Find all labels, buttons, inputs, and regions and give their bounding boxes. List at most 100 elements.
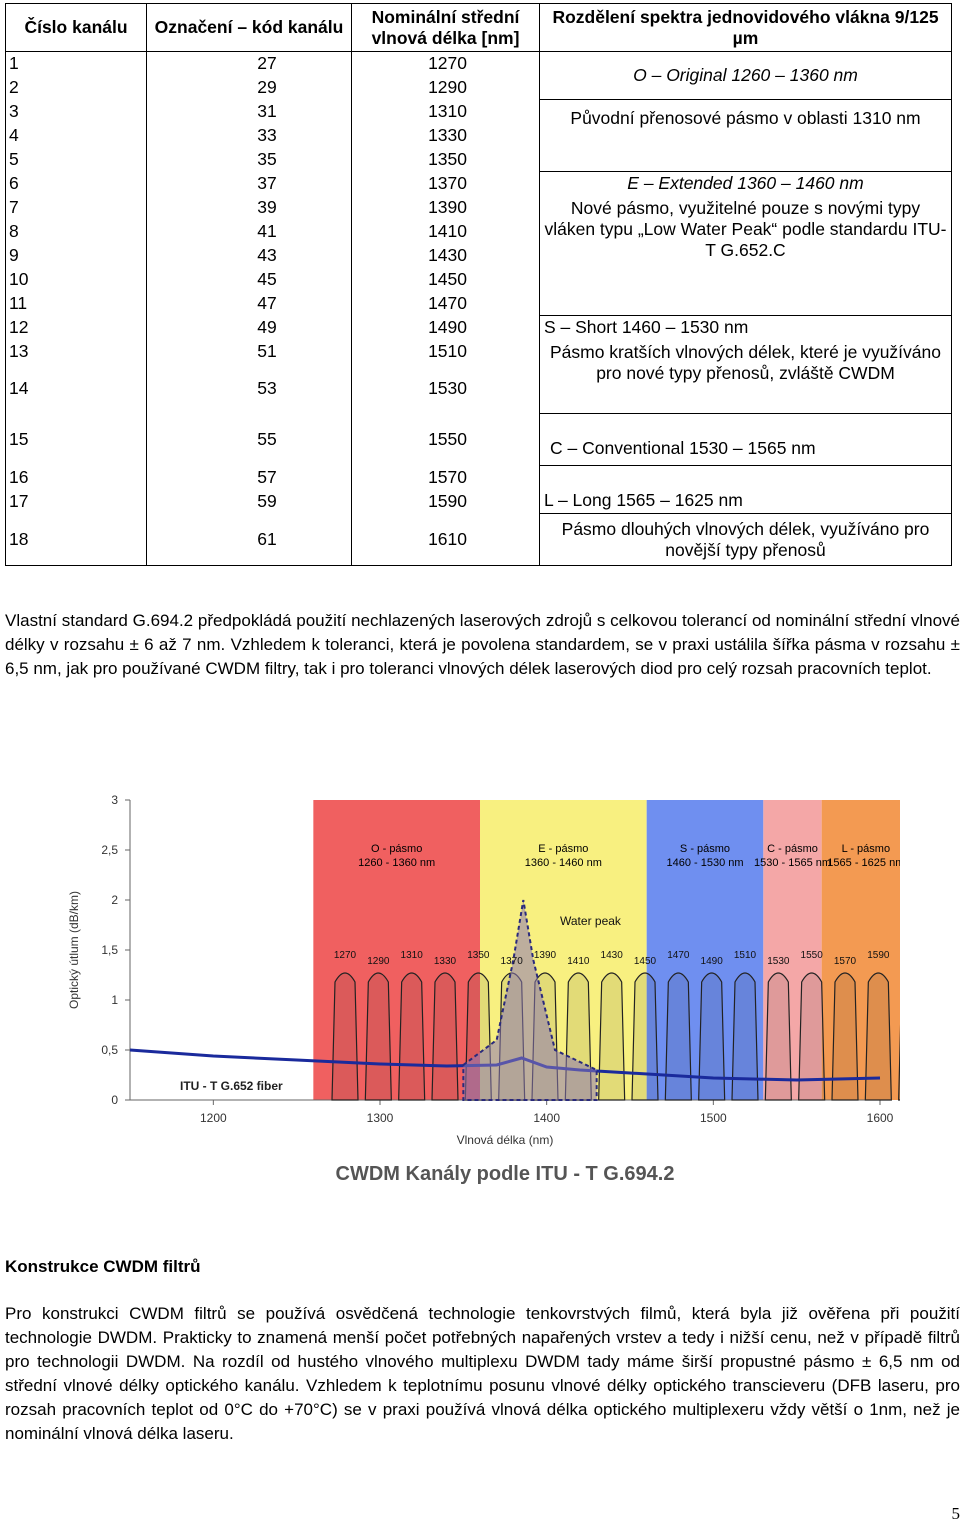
channel-peak: [598, 972, 626, 1101]
channel-label: 1470: [667, 950, 690, 961]
channel-label: 1350: [467, 950, 490, 961]
channel-label: 1510: [734, 950, 757, 961]
code-cell: 27: [146, 51, 352, 76]
band-backgrounds: [313, 800, 900, 1100]
wavelength-cell: 1570: [351, 465, 540, 490]
channel-cell: 7: [5, 195, 147, 220]
band-label: E - pásmo: [538, 843, 588, 855]
channel-cell: 11: [5, 291, 147, 316]
y-tick-label: 3: [111, 793, 118, 807]
code-cell: 53: [146, 363, 352, 414]
channel-cell: 2: [5, 75, 147, 100]
band-rect: [821, 800, 900, 1100]
table-header-row: Číslo kanálu Označení – kód kanálu Nomin…: [5, 3, 952, 52]
channel-peak: [698, 972, 726, 1101]
wavelength-cell: 1370: [351, 171, 540, 196]
table-row: 10 45 1450: [5, 267, 952, 292]
y-tick-label: 1: [111, 993, 118, 1007]
y-tick-label: 2: [111, 893, 118, 907]
channel-label: 1550: [801, 950, 824, 961]
wavelength-cell: 1510: [351, 339, 540, 364]
wavelength-cell: 1490: [351, 315, 540, 340]
table-row: 15 55 1550 C – Conventional 1530 – 1565 …: [5, 413, 952, 466]
channel-cell: 3: [5, 99, 147, 124]
channel-peak: [864, 972, 892, 1101]
code-cell: 49: [146, 315, 352, 340]
code-cell: 41: [146, 219, 352, 244]
channel-label: 1370: [501, 956, 524, 967]
y-tick-label: 1,5: [101, 943, 118, 957]
channel-cell: 8: [5, 219, 147, 244]
channel-peak: [764, 972, 792, 1101]
wavelength-cell: 1530: [351, 363, 540, 414]
header-spectrum: Rozdělení spektra jednovidového vlákna 9…: [539, 3, 952, 52]
channel-cell: 12: [5, 315, 147, 340]
table-row: 8 41 1410: [5, 219, 952, 244]
channel-label: 1330: [434, 956, 457, 967]
band-range-label: 1260 - 1360 nm: [358, 857, 435, 869]
channel-cell: 18: [5, 513, 147, 566]
band-o-desc: Původní přenosové pásmo v oblasti 1310 n…: [539, 99, 952, 172]
channel-peak: [398, 972, 426, 1101]
table-row: 13 51 1510 Pásmo kratších vlnových délek…: [5, 339, 952, 414]
table-row: 16 57 1570 L – Long 1565 – 1625 nm: [5, 465, 952, 514]
table-row: 5 35 1350: [5, 147, 952, 172]
band-label: O - pásmo: [371, 843, 422, 855]
table-row: 17 59 1590: [5, 489, 952, 514]
code-cell: 31: [146, 99, 352, 124]
band-e-title: E – Extended 1360 – 1460 nm: [539, 171, 952, 196]
channel-label: 1530: [767, 956, 790, 967]
water-peak-label: Water peak: [560, 914, 622, 928]
chart-labels: O - pásmo 1260 - 1360 nm E - pásmo 1360 - 1…: [67, 793, 900, 1185]
channel-peak: [798, 972, 826, 1101]
wavelength-cell: 1610: [351, 513, 540, 566]
y-axis-label: Optický útlum (dB/km): [67, 891, 81, 1009]
x-axis-label: Vlnová délka (nm): [457, 1133, 554, 1147]
table-row: 9 43 1430: [5, 243, 952, 268]
wavelength-cell: 1470: [351, 291, 540, 316]
channel-cell: 14: [5, 363, 147, 414]
y-tick-label: 2,5: [101, 843, 118, 857]
channel-cell: 17: [5, 489, 147, 514]
cwdm-chart: O - pásmo 1260 - 1360 nm E - pásmo 1360 - 1…: [67, 793, 900, 1185]
channel-label: 1270: [334, 950, 357, 961]
paragraph-filters: Pro konstrukci CWDM filtrů se používá os…: [5, 1304, 960, 1443]
table-row: 3 31 1310 Původní přenosové pásmo v obla…: [5, 99, 952, 172]
channel-label: 1430: [601, 950, 624, 961]
section-heading: Konstrukce CWDM filtrů: [5, 1257, 201, 1276]
band-s-desc: Pásmo kratších vlnových délek, které je …: [539, 339, 952, 414]
code-cell: 45: [146, 267, 352, 292]
code-cell: 39: [146, 195, 352, 220]
page-number: 5: [951, 1504, 960, 1523]
channel-cell: 13: [5, 339, 147, 364]
table-row: 7 39 1390 Nové pásmo, využitelné pouze s…: [5, 195, 952, 316]
x-tick-label: 1600: [867, 1111, 894, 1125]
channel-label: 1310: [401, 950, 424, 961]
table-row: 18 61 1610 Pásmo dlouhých vlnových délek…: [5, 513, 952, 566]
code-cell: 29: [146, 75, 352, 100]
channel-peak: [331, 972, 359, 1101]
header-channel: Číslo kanálu: [5, 3, 147, 52]
table-row: 14 53 1530: [5, 363, 952, 414]
table-row: 12 49 1490 S – Short 1460 – 1530 nm: [5, 315, 952, 340]
channel-label: 1590: [867, 950, 890, 961]
x-tick-label: 1200: [200, 1111, 227, 1125]
channel-cell: 5: [5, 147, 147, 172]
band-rect: [763, 800, 822, 1100]
channel-cell: 6: [5, 171, 147, 196]
wavelength-cell: 1430: [351, 243, 540, 268]
wavelength-cell: 1270: [351, 51, 540, 76]
wavelength-cell: 1390: [351, 195, 540, 220]
x-tick-label: 1500: [700, 1111, 727, 1125]
chart-title: CWDM Kanály podle ITU - T G.694.2: [336, 1163, 675, 1185]
channel-label: 1410: [567, 956, 590, 967]
code-cell: 61: [146, 513, 352, 566]
header-wavelength: Nominální střední vlnová délka [nm]: [351, 3, 540, 52]
band-label: S - pásmo: [680, 843, 730, 855]
y-tick-label: 0,5: [101, 1043, 118, 1057]
band-e-desc: Nové pásmo, využitelné pouze s novými ty…: [539, 195, 952, 316]
channel-peak: [431, 972, 459, 1101]
table-row: 1 27 1270 O – Original 1260 – 1360 nm: [5, 51, 952, 100]
channel-peak: [364, 972, 392, 1101]
code-cell: 37: [146, 171, 352, 196]
